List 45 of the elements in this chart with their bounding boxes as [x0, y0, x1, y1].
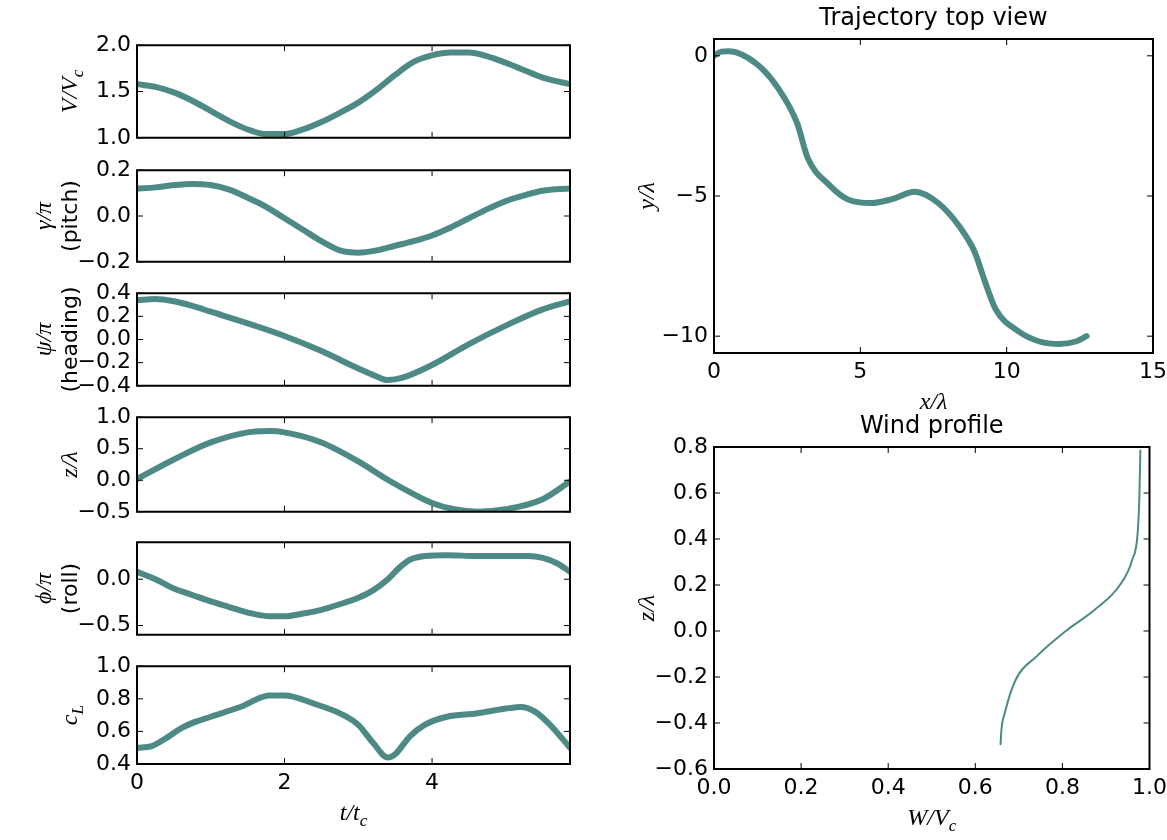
x-tick-label: 0.6: [957, 773, 993, 799]
y-tick-label: 0.6: [96, 717, 131, 743]
y-tick-label: 0.5: [96, 434, 131, 460]
y-tick-label: 0.2: [96, 155, 131, 181]
y-tick-label: 0.4: [673, 524, 708, 550]
y-tick-label: 1.0: [96, 123, 131, 149]
y-tick-label: 0.4: [96, 278, 131, 304]
y-tick-label: 0.2: [673, 570, 708, 596]
x-tick-label: 0.8: [1044, 773, 1080, 799]
y-tick-label: 0.4: [96, 749, 131, 775]
y-axis-title: V/Vc: [56, 69, 87, 114]
y-tick-label: 0.0: [96, 564, 131, 590]
y-tick-label: 1.0: [96, 402, 131, 428]
y-tick-label: 0.0: [96, 465, 131, 491]
y-tick-label: 1.0: [96, 651, 131, 677]
y-axis-title: z/λ: [56, 451, 83, 479]
y-axis-title: γ/π (pitch): [30, 180, 82, 252]
y-tick-label: −10: [661, 321, 708, 347]
chart-title: Trajectory top view: [818, 3, 1048, 32]
y-axis-title: y/λ: [633, 182, 660, 212]
line-series: [999, 449, 1142, 746]
y-tick-label: 0.6: [673, 478, 708, 504]
y-tick-label: 0: [694, 41, 708, 67]
y-tick-label: 0.0: [673, 616, 708, 642]
y-tick-label: 2.0: [96, 30, 131, 56]
x-tick-label: 1.0: [1132, 773, 1167, 799]
y-tick-label: −0.2: [654, 662, 708, 688]
x-tick-label: 5: [853, 357, 868, 383]
y-tick-label: 0.8: [96, 684, 131, 710]
x-tick-label: 10: [992, 357, 1021, 383]
y-tick-label: −0.5: [77, 497, 131, 523]
y-tick-label: −5: [675, 181, 708, 207]
y-axis-title: cL: [56, 705, 87, 726]
x-tick-label: 15: [1139, 357, 1167, 383]
y-tick-label: 1.5: [96, 77, 131, 103]
x-tick-label: 0.2: [783, 773, 819, 799]
y-tick-label: 0.2: [96, 302, 131, 328]
y-axis-title: z/λ: [633, 594, 660, 623]
y-tick-label: 0.0: [96, 201, 131, 227]
y-tick-label: 0.0: [96, 325, 131, 351]
x-tick-label: 2: [277, 768, 292, 794]
x-tick-label: 0.4: [870, 773, 906, 799]
y-tick-label: −0.4: [654, 708, 708, 734]
x-tick-label: 4: [425, 768, 440, 794]
y-tick-label: 0.8: [673, 432, 708, 458]
